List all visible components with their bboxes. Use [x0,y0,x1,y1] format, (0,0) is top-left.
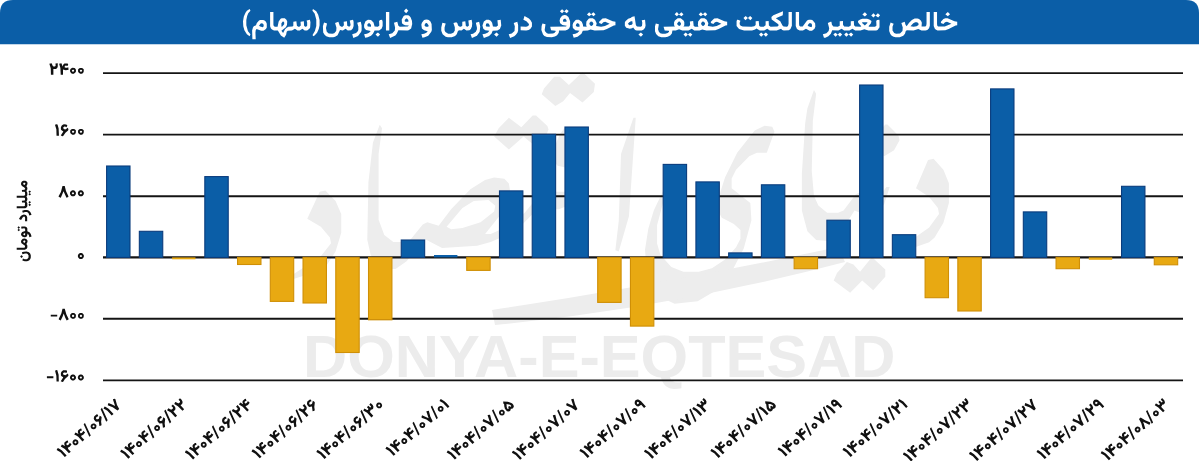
svg-text:DONYA-E-EQTESAD: DONYA-E-EQTESAD [303,324,896,389]
